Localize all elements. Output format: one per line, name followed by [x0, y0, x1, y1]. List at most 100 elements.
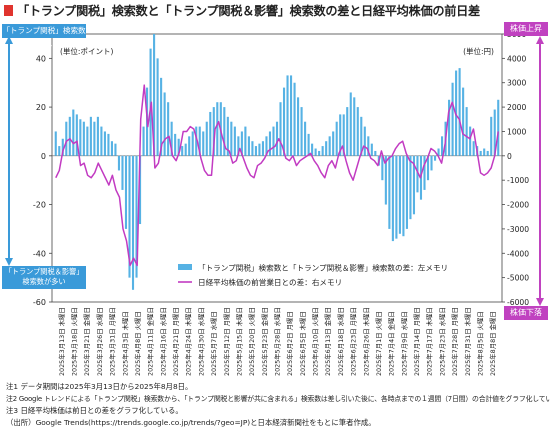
bar — [124, 155, 128, 229]
bar — [339, 114, 342, 156]
date-label: 2025年4月3日 木曜日 — [120, 311, 129, 376]
bar — [272, 126, 275, 156]
date-label: 2025年4月24日 木曜日 — [184, 307, 193, 376]
note-2: 注2 Google トレンドによる「トランプ関税」検索数から、「トランプ関税と影… — [6, 395, 550, 403]
bar — [483, 148, 486, 156]
legend-line-label: 日経平均株価の前営業日との差：右メモリ — [198, 277, 342, 287]
chart-title: 「トランプ関税」検索数と「トランプ関税＆影響」検索数の差と日経平均株価の前日差 — [17, 4, 480, 18]
date-label: 2025年5月23日 金曜日 — [260, 307, 269, 376]
bar — [68, 116, 71, 156]
bar — [265, 136, 268, 156]
bar — [251, 141, 254, 156]
left-arrow-head-down — [5, 258, 13, 266]
bar — [374, 150, 377, 156]
title-marker — [4, 5, 13, 16]
bar — [216, 102, 219, 156]
bar — [469, 126, 472, 156]
bar — [346, 107, 349, 156]
bar — [363, 126, 366, 156]
bar — [54, 131, 57, 156]
bar — [96, 116, 99, 156]
left-bottom-tag-line1: 「トランプ関税＆影響」 — [4, 267, 84, 276]
bar — [402, 155, 405, 237]
legend-bar-swatch — [178, 264, 192, 270]
bar — [462, 87, 465, 156]
bar — [398, 155, 401, 234]
bar — [493, 109, 496, 156]
bar — [107, 133, 110, 156]
bar — [79, 119, 82, 156]
bar — [293, 82, 296, 156]
bar — [247, 136, 250, 156]
date-label: 2025年6月23日 月曜日 — [349, 307, 358, 376]
bar — [441, 136, 444, 156]
left-tick-label: -20 — [33, 201, 46, 210]
date-label: 2025年7月28日 月曜日 — [450, 307, 459, 376]
date-label: 2025年5月12日 月曜日 — [222, 307, 231, 376]
bar — [279, 102, 282, 156]
right-tick-label: -3000 — [507, 225, 529, 234]
bar — [121, 155, 124, 190]
bar — [149, 48, 152, 156]
axis-arrows — [5, 36, 544, 306]
bar — [321, 146, 324, 156]
bar — [82, 121, 85, 156]
date-label: 2025年6月13日 金曜日 — [323, 307, 332, 376]
nikkei-line — [55, 84, 499, 267]
date-axis-labels: 2025年3月13日 木曜日 2025年3月18日 火曜日 2025年3月21日 金… — [57, 307, 497, 376]
bar — [212, 107, 215, 156]
bar — [184, 143, 187, 156]
bar — [497, 99, 500, 156]
right-tick-label: -6000 — [507, 298, 529, 307]
date-label: 2025年3月18日 火曜日 — [70, 307, 79, 376]
bar — [311, 143, 314, 156]
bar — [258, 143, 261, 156]
right-tick-label: 0 — [507, 152, 512, 161]
bar — [381, 155, 384, 181]
bar — [367, 136, 370, 156]
bar — [114, 143, 117, 156]
date-label: 2025年8月8日 金曜日 — [488, 311, 497, 376]
left-tick-label: -40 — [33, 249, 46, 258]
bar — [490, 116, 493, 156]
bar — [384, 155, 387, 205]
bar — [100, 126, 103, 156]
bar — [307, 133, 310, 156]
bar — [93, 121, 96, 156]
bar — [391, 155, 394, 242]
bar — [335, 121, 338, 156]
bar — [65, 121, 68, 156]
bar — [174, 133, 177, 156]
bar — [177, 138, 180, 156]
bar — [451, 82, 454, 156]
bar — [430, 155, 433, 171]
right-tick-label: 1000 — [507, 127, 526, 136]
bar — [304, 121, 307, 156]
date-label: 2025年6月26日 木曜日 — [361, 307, 370, 376]
bar — [240, 131, 243, 156]
right-tick-label: 3000 — [507, 79, 526, 88]
date-label: 2025年7月4日 金曜日 — [387, 311, 396, 376]
bar — [110, 141, 113, 156]
bar — [198, 126, 201, 156]
bar — [58, 146, 61, 156]
date-label: 2025年7月9日 水曜日 — [399, 311, 408, 376]
bar — [356, 107, 359, 156]
date-label: 2025年7月14日 月曜日 — [412, 307, 421, 376]
date-label: 2025年7月17日 木曜日 — [425, 307, 434, 376]
bar — [209, 111, 212, 156]
bar — [254, 146, 257, 156]
date-label: 2025年6月5日 木曜日 — [298, 311, 307, 376]
left-arrow-head-up — [5, 36, 13, 44]
note-3: 注3 日経平均株価は前日との差をグラフ化している。 — [6, 406, 183, 415]
bar — [433, 155, 437, 161]
legend-bar-label: 「トランプ関税」検索数と「トランプ関税＆影響」検索数の差：左メモリ — [198, 263, 448, 273]
bar — [395, 155, 398, 239]
bar — [353, 97, 356, 156]
bar — [233, 126, 236, 156]
right-unit-label: (単位:円) — [463, 46, 494, 56]
bar — [89, 116, 92, 156]
right-tick-label: 4000 — [507, 54, 526, 63]
left-tick-label: 40 — [36, 54, 46, 63]
date-label: 2025年4月21日 月曜日 — [171, 307, 180, 376]
